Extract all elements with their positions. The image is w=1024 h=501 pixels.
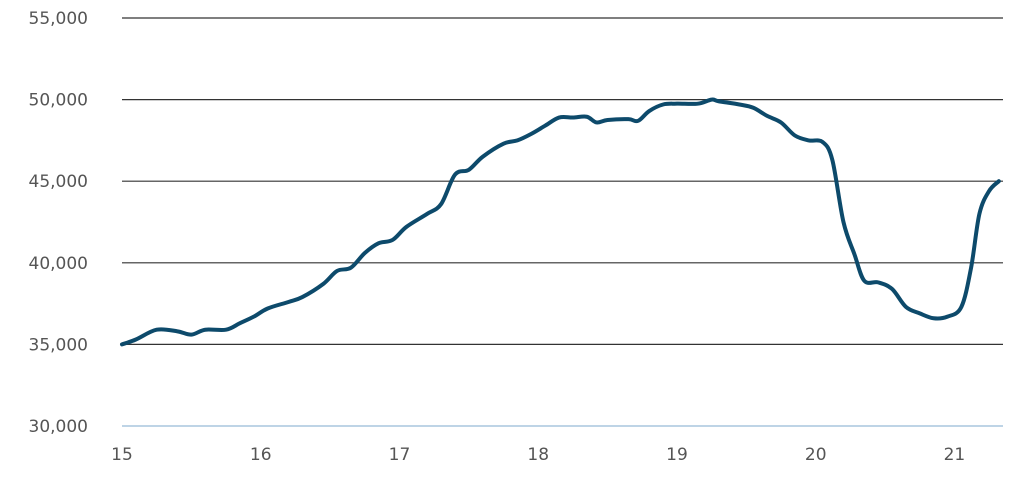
x-tick-label: 18: [527, 445, 549, 465]
x-tick-label: 17: [389, 445, 411, 465]
series-layer: [120, 97, 1001, 347]
x-tick-label: 21: [944, 445, 966, 465]
y-tick-label: 35,000: [29, 335, 88, 355]
y-tick-label: 40,000: [29, 254, 88, 274]
y-tick-label: 50,000: [29, 91, 88, 111]
x-tick-label: 15: [111, 445, 133, 465]
x-axis-tick-labels: 15 16 17 18 19 20 21: [111, 445, 965, 465]
y-tick-label: 30,000: [29, 417, 88, 437]
x-tick-label: 16: [250, 445, 272, 465]
y-tick-label: 45,000: [29, 172, 88, 192]
gridlines: [122, 17, 1003, 427]
x-tick-label: 20: [805, 445, 827, 465]
series-line: [120, 97, 1001, 347]
x-tick-label: 19: [666, 445, 688, 465]
y-tick-label: 55,000: [29, 9, 88, 29]
y-axis-tick-labels: 30,000 35,000 40,000 45,000 50,000 55,000: [29, 9, 88, 437]
